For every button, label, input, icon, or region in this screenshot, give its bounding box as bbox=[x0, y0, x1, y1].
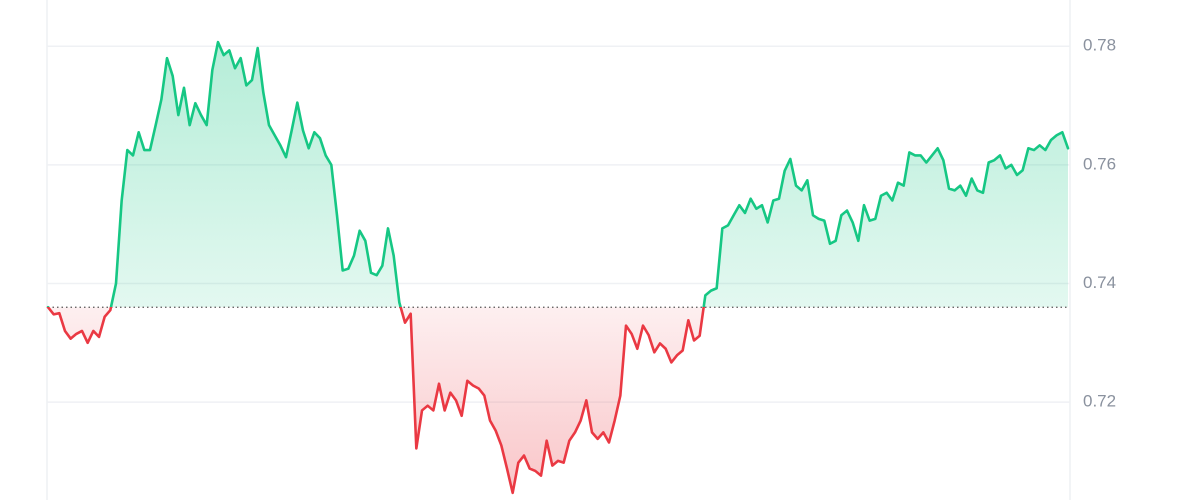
y-tick-label: 0.72 bbox=[1083, 392, 1116, 411]
price-line bbox=[46, 40, 1070, 495]
y-tick-label: 0.74 bbox=[1083, 273, 1116, 292]
area-fill bbox=[48, 42, 1068, 493]
y-tick-label: 0.76 bbox=[1083, 154, 1116, 173]
y-tick-label: 0.78 bbox=[1083, 36, 1116, 55]
